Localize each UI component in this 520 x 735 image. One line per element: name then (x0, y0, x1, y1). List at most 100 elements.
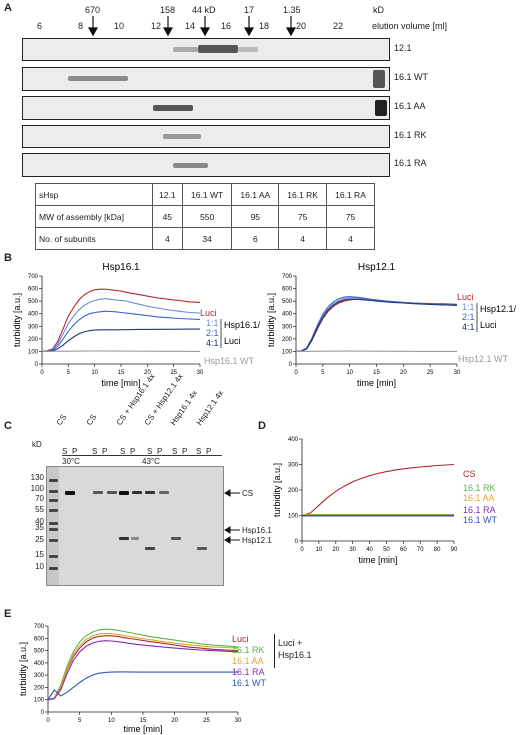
y-tick-label: 100 (282, 349, 293, 355)
legend-label-16-1-wt: 16.1 WT (232, 678, 267, 688)
y-tick-label: 600 (28, 287, 39, 293)
table-cell: 12.1 (151, 183, 183, 206)
table-cell: 550 (181, 205, 233, 228)
shsp-assembly-table: sHsp 12.1 16.1 WT 16.1 AA 16.1 RK 16.1 R… (35, 183, 375, 250)
chart-axes (45, 625, 239, 715)
x-tick-label: 90 (451, 547, 458, 553)
lane-header-6: Hsp12.1 4x (194, 388, 226, 427)
gel-sp-label: P (102, 447, 108, 456)
series-line-16-1-ra (47, 640, 239, 701)
table-cell: 6 (231, 227, 280, 250)
y-tick-label: 700 (34, 624, 45, 630)
panel-e-label: E (4, 608, 12, 620)
y-tick-label: 200 (28, 337, 39, 343)
y-tick-label: 300 (288, 463, 299, 469)
y-tick-label: 200 (34, 685, 45, 691)
panel-c-label: C (4, 420, 12, 432)
table-cell: 16.1 WT (181, 183, 233, 206)
mw-marker-44: 44 kD (192, 5, 216, 15)
table-cell: No. of subunits (35, 227, 153, 250)
gel-sp-label: P (206, 447, 212, 456)
chart-title: Hsp12.1 (358, 262, 396, 273)
e-bracket-label-2: Hsp16.1 (278, 650, 312, 660)
x-tick-label: 5 (67, 370, 71, 376)
lane-header-1: CS (54, 412, 69, 427)
x-axis-label: time [min] (358, 555, 397, 565)
y-tick-label: 700 (282, 274, 293, 280)
panel-b-label: B (4, 252, 12, 264)
y-tick-label: 500 (28, 299, 39, 305)
series-line-hsp16-1-wt (41, 350, 201, 352)
y-tick-label: 0 (41, 710, 45, 716)
legend-label-2-1: 2:1 (462, 312, 475, 322)
y-tick-label: 100 (288, 514, 299, 520)
band-label-cs: CS (242, 489, 254, 498)
blot-16-1-aa (22, 96, 390, 120)
lane-header-2: CS (84, 412, 99, 427)
blot-label-16-1-wt: 16.1 WT (394, 72, 429, 82)
band-arrows (224, 489, 240, 544)
y-axis-label: turbidity [a.u.] (272, 463, 282, 517)
chart-cs-aggregation: 0 10 20 30 40 50 60 70 80 90 0 100 200 300 400 time [mi… (272, 437, 498, 565)
x-tick-label: 20 (400, 370, 407, 376)
sds-gel (46, 466, 224, 586)
bracket-label-bottom: Luci (224, 336, 241, 346)
legend-label-luci: Luci (200, 308, 217, 318)
y-tick-label: 400 (282, 312, 293, 318)
panel-d-label: D (258, 420, 266, 432)
ladder-label: 35 (35, 523, 44, 532)
series-line-2-1 (41, 310, 201, 352)
elution-22: 22 (333, 21, 344, 31)
ladder-label: 15 (35, 550, 44, 559)
series-line-16-1-rk (47, 628, 239, 701)
series-line-luci (47, 635, 239, 701)
chart-hsp16-1: Hsp16.10 5 10 15 20 25 30010020030040050060070… (12, 262, 260, 388)
chart-hsp12-1: Hsp12.10 5 10 15 20 25 30010020030040050060070… (266, 262, 517, 388)
temp-43-line (92, 455, 222, 456)
mw-marker-670: 670 (85, 5, 101, 15)
y-axis-label: turbidity [a.u.] (266, 293, 276, 347)
table-cell: 34 (181, 227, 233, 250)
elution-16: 16 (221, 21, 232, 31)
legend-label-16-1-rk: 16.1 RK (463, 483, 496, 493)
series-line-16-1-aa (47, 632, 239, 701)
y-tick-label: 0 (295, 539, 299, 545)
y-tick-label: 0 (289, 362, 293, 368)
x-axis-label: time [min] (101, 378, 140, 388)
gel-sp-label: S (147, 447, 153, 456)
legend-label-luci: Luci (232, 634, 249, 644)
x-tick-label: 5 (321, 370, 325, 376)
gel-sp-label: S (196, 447, 202, 456)
blot-label-16-1-rk: 16.1 RK (394, 130, 427, 140)
table-cell: sHsp (35, 183, 153, 206)
legend-label-16-1-wt: 16.1 WT (463, 515, 498, 525)
legend-label-16-1-rk: 16.1 RK (232, 645, 265, 655)
legend-label-4-1: 4:1 (206, 338, 219, 348)
x-tick-label: 10 (108, 718, 115, 724)
elution-12: 12 (151, 21, 162, 31)
gel-temp-30: 30°C (62, 457, 80, 466)
x-tick-label: 50 (383, 547, 390, 553)
y-tick-label: 500 (34, 649, 45, 655)
elution-6: 6 (37, 21, 43, 31)
x-axis-label: time [min] (123, 724, 162, 734)
table-cell: 75 (278, 205, 328, 228)
y-tick-label: 400 (288, 437, 299, 443)
temp-30-line (62, 455, 94, 456)
blot-label-16-1-aa: 16.1 AA (394, 101, 426, 111)
x-tick-label: 30 (454, 370, 461, 376)
band-label-hsp16-1: Hsp16.1 (242, 526, 272, 535)
gel-sp-label: S (120, 447, 126, 456)
blot-label-16-1-ra: 16.1 RA (394, 158, 427, 168)
x-tick-label: 20 (144, 370, 151, 376)
y-tick-label: 300 (28, 324, 39, 330)
x-tick-label: 40 (366, 547, 373, 553)
series-line-4-1 (41, 328, 200, 352)
chart-axes (293, 275, 458, 367)
legend-label-16-1-ra: 16.1 RA (463, 505, 496, 515)
mw-marker-17: 17 (244, 5, 255, 15)
e-bracket-line (274, 634, 275, 668)
bracket-label-top: Hsp12.1/ (480, 304, 517, 314)
x-tick-label: 15 (373, 370, 380, 376)
